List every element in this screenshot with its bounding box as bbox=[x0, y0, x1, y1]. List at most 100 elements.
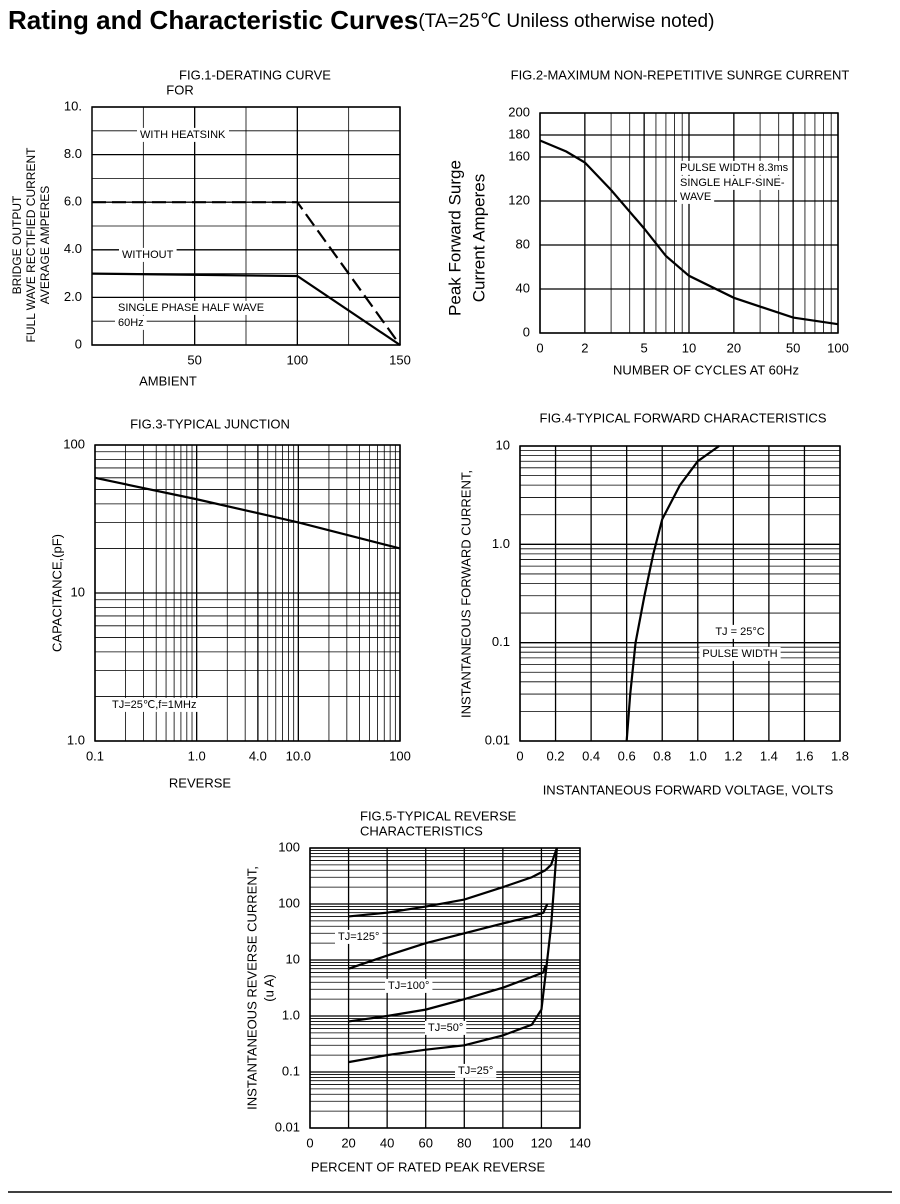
y-tick-label: 1.0 bbox=[282, 1007, 300, 1022]
data-line bbox=[348, 847, 558, 918]
x-tick-label: 0.2 bbox=[547, 748, 565, 763]
series-label: WITHOUT bbox=[122, 249, 174, 261]
x-tick-label: 140 bbox=[569, 1135, 591, 1150]
y-tick-label: 2.0 bbox=[64, 289, 82, 304]
series-label-bg bbox=[119, 247, 177, 262]
y-tick-label: 100 bbox=[278, 839, 300, 854]
x-tick-label: 0 bbox=[306, 1135, 313, 1150]
series-label: TJ=100° bbox=[388, 980, 429, 992]
y-axis-label: FULL WAVE RECTIFIED CURRENT bbox=[24, 147, 38, 343]
annotation: TJ = 25°C bbox=[715, 626, 764, 638]
y-tick-label: 200 bbox=[508, 104, 530, 119]
x-tick-label: 150 bbox=[389, 352, 411, 367]
y-tick-label: 0.1 bbox=[282, 1063, 300, 1078]
x-axis-label: AMBIENT bbox=[139, 373, 197, 388]
y-axis-label: Current Amperes bbox=[469, 174, 488, 303]
y-tick-label: 80 bbox=[516, 236, 530, 251]
y-tick-label: 10. bbox=[64, 98, 82, 113]
x-axis-label: NUMBER OF CYCLES AT 60Hz bbox=[613, 362, 799, 377]
series-label: TJ=25° bbox=[458, 1065, 493, 1077]
y-tick-label: 4.0 bbox=[64, 241, 82, 256]
y-tick-label: 0 bbox=[523, 324, 530, 339]
y-axis-label: AVERAGE AMPERES bbox=[38, 186, 52, 304]
annotation-bg bbox=[115, 300, 268, 315]
y-tick-label: 10 bbox=[71, 584, 85, 599]
x-tick-label: 100 bbox=[492, 1135, 514, 1150]
y-tick-label: 10 bbox=[286, 951, 300, 966]
x-tick-label: 0 bbox=[536, 340, 543, 355]
x-tick-label: 1.0 bbox=[188, 748, 206, 763]
chart-title: CHARACTERISTICS bbox=[360, 823, 483, 838]
y-axis-label: CAPACITANCE,(pF) bbox=[49, 534, 64, 652]
x-axis-label: INSTANTANEOUS FORWARD VOLTAGE, VOLTS bbox=[543, 782, 834, 797]
annotation-bg bbox=[677, 189, 715, 204]
y-tick-label: 6.0 bbox=[64, 194, 82, 209]
data-line bbox=[348, 847, 558, 1064]
data-line bbox=[625, 445, 720, 742]
x-tick-label: 2 bbox=[581, 340, 588, 355]
x-tick-label: 20 bbox=[727, 340, 741, 355]
y-tick-label: 1.0 bbox=[67, 732, 85, 747]
x-tick-label: 1.0 bbox=[689, 748, 707, 763]
plot-frame bbox=[519, 445, 841, 742]
annotation-bg bbox=[109, 697, 200, 712]
y-axis-label: (u A) bbox=[261, 974, 276, 1001]
y-tick-label: 0.01 bbox=[275, 1119, 300, 1134]
y-tick-label: 0.01 bbox=[485, 732, 510, 747]
x-tick-label: 1.6 bbox=[795, 748, 813, 763]
x-tick-label: 50 bbox=[786, 340, 800, 355]
plot-frame bbox=[309, 847, 581, 1129]
x-tick-label: 1.2 bbox=[724, 748, 742, 763]
y-tick-label: 120 bbox=[508, 192, 530, 207]
annotation-bg bbox=[699, 646, 781, 661]
x-tick-label: 1.8 bbox=[831, 748, 849, 763]
x-tick-label: 60 bbox=[418, 1135, 432, 1150]
series-label-bg bbox=[335, 929, 383, 944]
x-tick-label: 0.6 bbox=[618, 748, 636, 763]
series-label: TJ=50° bbox=[428, 1022, 463, 1034]
x-tick-label: 0.4 bbox=[582, 748, 600, 763]
y-tick-label: 160 bbox=[508, 148, 530, 163]
x-axis-label: REVERSE bbox=[169, 775, 231, 790]
chart-title: FIG.3-TYPICAL JUNCTION bbox=[130, 416, 290, 431]
annotation: 60Hz bbox=[118, 317, 144, 329]
x-tick-label: 100 bbox=[827, 340, 849, 355]
y-tick-label: 100 bbox=[278, 895, 300, 910]
x-tick-label: 4.0 bbox=[249, 748, 267, 763]
x-tick-label: 50 bbox=[187, 352, 201, 367]
annotation-bg bbox=[677, 160, 792, 175]
y-tick-label: 0 bbox=[75, 336, 82, 351]
y-tick-label: 1.0 bbox=[492, 536, 510, 551]
annotation: PULSE WIDTH 8.3ms bbox=[680, 162, 789, 174]
x-axis-label: PERCENT OF RATED PEAK REVERSE bbox=[311, 1159, 546, 1174]
annotation-bg bbox=[115, 315, 147, 330]
x-tick-label: 40 bbox=[380, 1135, 394, 1150]
y-axis-label: Peak Forward Surge bbox=[445, 160, 464, 316]
x-tick-label: 80 bbox=[457, 1135, 471, 1150]
y-tick-label: 0.1 bbox=[492, 634, 510, 649]
chart-title: FIG.5-TYPICAL REVERSE bbox=[360, 808, 517, 823]
series-label: TJ=125° bbox=[338, 931, 379, 943]
chart-title: FIG.2-MAXIMUM NON-REPETITIVE SUNRGE CURR… bbox=[511, 67, 850, 82]
series-label: WITH HEATSINK bbox=[140, 129, 226, 141]
page-title-note: (TA=25℃ Uniless otherwise noted) bbox=[418, 11, 714, 32]
x-tick-label: 100 bbox=[389, 748, 411, 763]
x-tick-label: 5 bbox=[641, 340, 648, 355]
chart-title: FIG.4-TYPICAL FORWARD CHARACTERISTICS bbox=[540, 410, 827, 425]
x-tick-label: 10 bbox=[682, 340, 696, 355]
y-tick-label: 40 bbox=[516, 280, 530, 295]
annotation: SINGLE PHASE HALF WAVE bbox=[118, 302, 264, 314]
annotation: PULSE WIDTH bbox=[702, 648, 777, 660]
annotation: SINGLE HALF-SINE- bbox=[680, 177, 785, 189]
data-line bbox=[94, 476, 401, 550]
data-line bbox=[539, 139, 839, 326]
annotation-bg bbox=[677, 175, 788, 190]
x-tick-label: 100 bbox=[286, 352, 308, 367]
x-tick-label: 0.1 bbox=[86, 748, 104, 763]
x-tick-label: 0 bbox=[516, 748, 523, 763]
x-tick-label: 0.8 bbox=[653, 748, 671, 763]
y-axis-label: BRIDGE OUTPUT bbox=[10, 195, 24, 294]
data-line bbox=[92, 201, 401, 346]
x-tick-label: 10.0 bbox=[286, 748, 311, 763]
x-tick-label: 20 bbox=[341, 1135, 355, 1150]
